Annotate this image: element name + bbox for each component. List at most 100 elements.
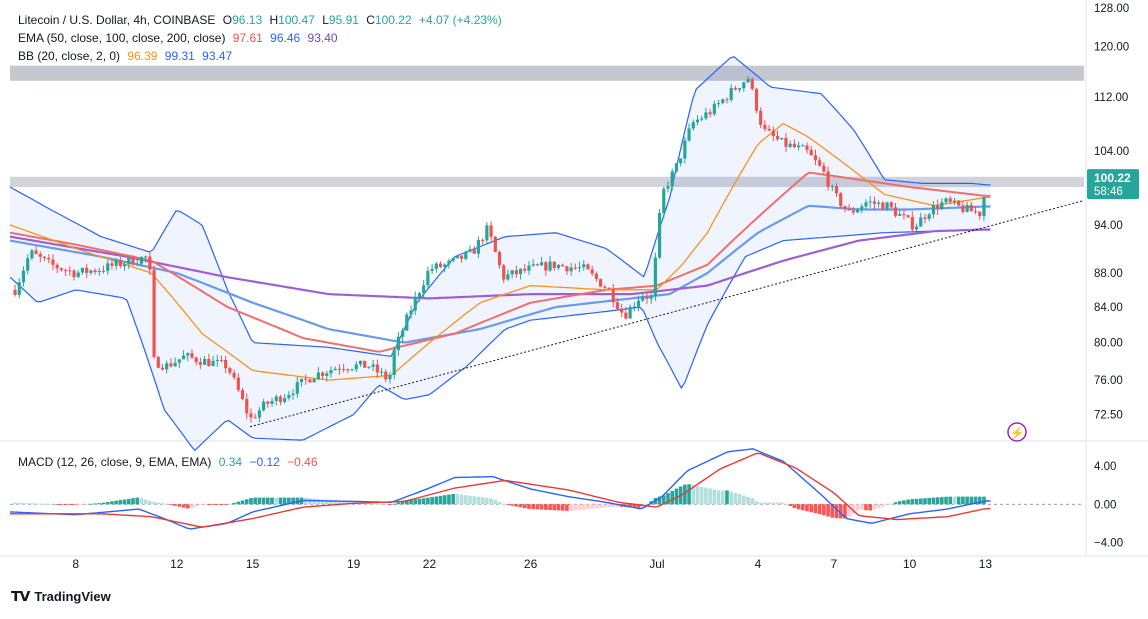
candle-body[interactable] — [868, 201, 872, 203]
candle-body[interactable] — [177, 359, 181, 363]
candle-body[interactable] — [388, 374, 392, 380]
candle-body[interactable] — [173, 362, 177, 367]
candle-body[interactable] — [459, 255, 464, 259]
candle-body[interactable] — [472, 249, 476, 254]
tradingview-brand[interactable]: 𝗧𝗩 TradingView — [11, 588, 111, 605]
candle-body[interactable] — [855, 209, 860, 213]
candle-body[interactable] — [704, 112, 708, 119]
candle-body[interactable] — [337, 368, 342, 370]
candle-body[interactable] — [700, 118, 704, 120]
candle-body[interactable] — [194, 357, 198, 363]
candle-body[interactable] — [329, 370, 333, 374]
symbol-title[interactable]: Litecoin / U.S. Dollar, 4h, COINBASE — [18, 13, 216, 27]
candle-body[interactable] — [333, 368, 337, 371]
candle-body[interactable] — [826, 171, 830, 187]
candle-body[interactable] — [944, 198, 948, 203]
candle-body[interactable] — [156, 357, 160, 368]
candle-body[interactable] — [830, 186, 834, 188]
candle-body[interactable] — [68, 270, 72, 272]
candle-body[interactable] — [13, 289, 17, 295]
candle-body[interactable] — [792, 143, 796, 148]
candle-body[interactable] — [518, 268, 523, 275]
candle-body[interactable] — [729, 88, 733, 100]
candle-body[interactable] — [240, 390, 245, 400]
candle-body[interactable] — [641, 296, 645, 301]
candle-body[interactable] — [510, 270, 514, 275]
candle-body[interactable] — [409, 310, 413, 315]
candle-body[interactable] — [291, 393, 295, 395]
candle-body[interactable] — [489, 225, 493, 237]
candle-body[interactable] — [203, 358, 207, 365]
candle-body[interactable] — [261, 401, 266, 411]
candle-body[interactable] — [973, 211, 978, 213]
candle-body[interactable] — [590, 269, 594, 274]
candle-body[interactable] — [679, 158, 683, 164]
macd-line[interactable] — [9, 448, 991, 530]
candle-body[interactable] — [927, 214, 931, 219]
candle-body[interactable] — [232, 372, 236, 378]
candle-body[interactable] — [59, 268, 63, 271]
candle-body[interactable] — [304, 378, 308, 380]
macd-legend[interactable]: MACD (12, 26, close, 9, EMA, EMA) 0.34 −… — [18, 453, 322, 471]
candle-body[interactable] — [110, 263, 114, 266]
candle-body[interactable] — [38, 254, 42, 257]
candle-body[interactable] — [712, 103, 716, 115]
candle-body[interactable] — [931, 204, 936, 215]
candle-body[interactable] — [139, 257, 144, 264]
candle-body[interactable] — [198, 362, 203, 365]
candle-body[interactable] — [299, 378, 304, 383]
candle-body[interactable] — [784, 137, 788, 147]
candle-body[interactable] — [834, 186, 839, 194]
candle-body[interactable] — [485, 225, 489, 241]
candle-body[interactable] — [670, 171, 674, 187]
candle-body[interactable] — [586, 264, 590, 270]
candle-body[interactable] — [839, 193, 843, 207]
candle-body[interactable] — [632, 306, 636, 308]
candle-body[interactable] — [674, 163, 679, 172]
candle-body[interactable] — [582, 264, 586, 268]
candle-body[interactable] — [502, 265, 506, 280]
candle-body[interactable] — [497, 251, 502, 266]
candle-body[interactable] — [569, 267, 573, 272]
candle-body[interactable] — [464, 251, 468, 259]
resistance-zone-1[interactable] — [10, 65, 1084, 81]
candle-body[interactable] — [152, 269, 156, 358]
candle-body[interactable] — [523, 268, 527, 271]
candle-body[interactable] — [615, 302, 620, 310]
candle-body[interactable] — [531, 264, 535, 266]
candle-body[interactable] — [978, 211, 982, 217]
candle-body[interactable] — [165, 363, 169, 370]
candle-body[interactable] — [438, 263, 443, 268]
candle-body[interactable] — [809, 149, 813, 156]
candle-body[interactable] — [367, 366, 371, 368]
candle-body[interactable] — [375, 364, 379, 373]
candle-body[interactable] — [695, 119, 700, 123]
candle-body[interactable] — [447, 260, 451, 265]
candle-body[interactable] — [325, 373, 329, 376]
candle-body[interactable] — [266, 401, 270, 404]
candle-body[interactable] — [940, 202, 944, 210]
candle-body[interactable] — [55, 264, 59, 269]
candle-body[interactable] — [860, 206, 864, 210]
candle-body[interactable] — [822, 165, 826, 172]
candle-body[interactable] — [599, 278, 603, 287]
candle-body[interactable] — [961, 205, 965, 212]
bb-upper-line[interactable] — [9, 56, 991, 358]
candle-body[interactable] — [556, 264, 561, 269]
candle-body[interactable] — [767, 128, 771, 131]
candle-body[interactable] — [864, 202, 868, 207]
candle-body[interactable] — [982, 197, 986, 217]
candle-body[interactable] — [287, 394, 291, 399]
candle-body[interactable] — [952, 200, 957, 202]
candle-body[interactable] — [122, 264, 127, 267]
candle-body[interactable] — [236, 377, 240, 391]
candle-body[interactable] — [893, 207, 898, 216]
candle-body[interactable] — [245, 399, 249, 414]
candle-body[interactable] — [919, 217, 923, 227]
candle-body[interactable] — [215, 359, 219, 361]
candle-body[interactable] — [788, 143, 792, 147]
candle-body[interactable] — [877, 202, 881, 204]
candle-body[interactable] — [544, 262, 548, 271]
candle-body[interactable] — [851, 210, 855, 213]
